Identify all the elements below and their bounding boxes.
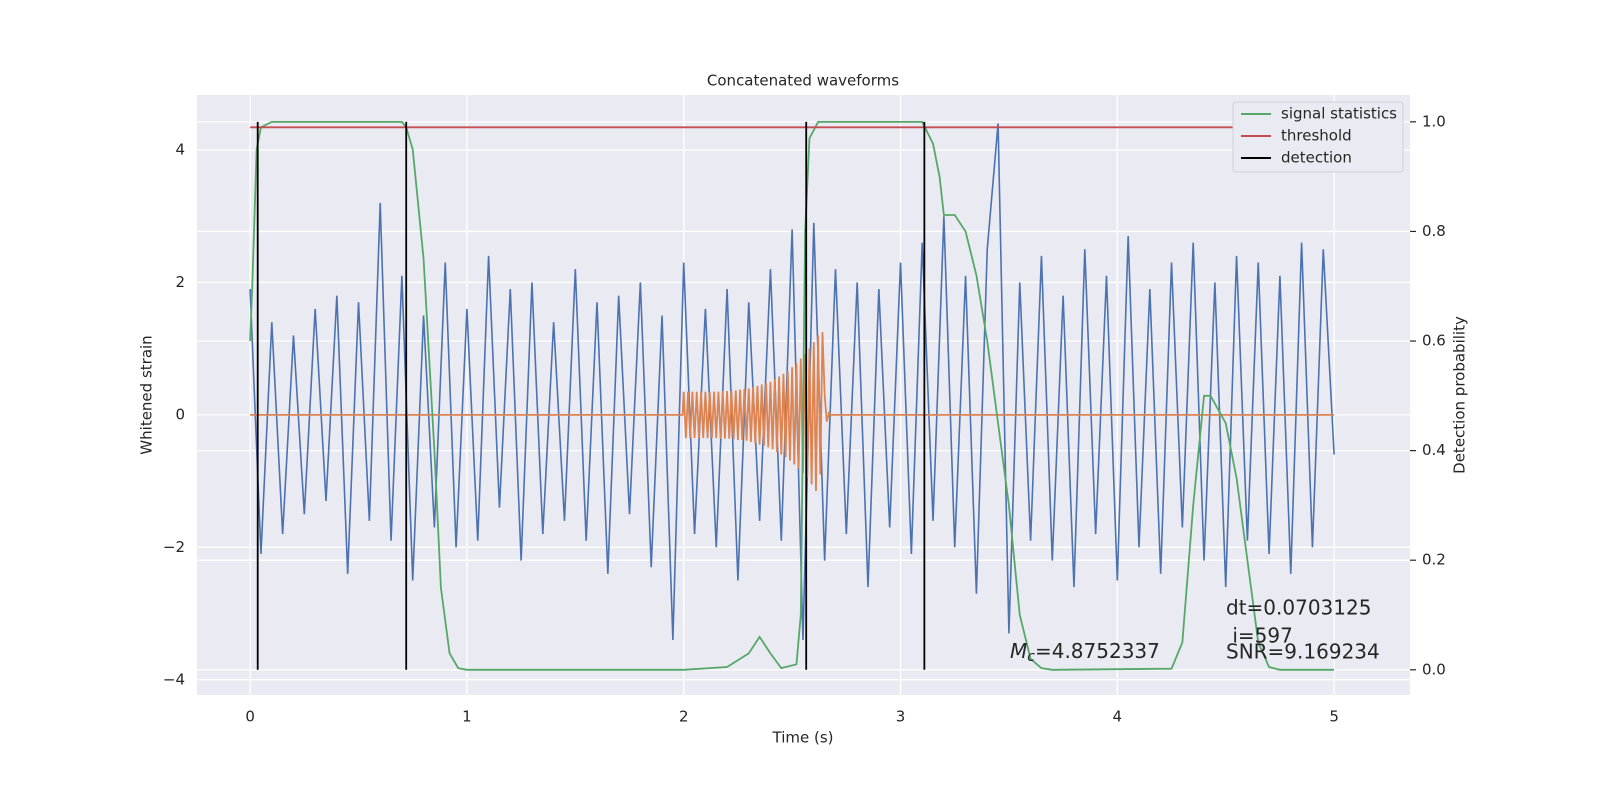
legend-box	[1232, 101, 1404, 173]
annotation-dt: dt=0.0703125	[1226, 596, 1371, 620]
y2-tick-label: 0.6	[1422, 332, 1446, 350]
legend-label: signal statistics	[1281, 105, 1397, 123]
mc-subscript: c	[1027, 649, 1035, 665]
y-tick-label: 0	[175, 405, 185, 423]
y2-tick-label: 1.0	[1422, 112, 1446, 130]
y2-tick-label: 0.4	[1422, 441, 1446, 459]
x-tick-label: 5	[1329, 708, 1339, 726]
x-tick-label: 2	[679, 708, 689, 726]
annotation-mc: Mc=4.8752337	[1010, 639, 1160, 666]
x-tick-label: 3	[896, 708, 906, 726]
series-line	[249, 120, 1335, 671]
y-tick-label: 4	[175, 140, 185, 158]
mc-symbol: M	[1010, 639, 1027, 663]
series-line	[249, 123, 1335, 641]
legend-label: threshold	[1281, 127, 1352, 145]
y2-tick-label: 0.8	[1422, 222, 1446, 240]
annotation-snr: SNR=9.169234	[1226, 640, 1380, 664]
x-axis-label: Time (s)	[772, 729, 834, 747]
x-tick-label: 4	[1113, 708, 1123, 726]
y2-tick-label: 0.0	[1422, 660, 1446, 678]
chart-title: Concatenated waveforms	[707, 72, 899, 90]
y-tick-label: −2	[163, 538, 185, 556]
y2-tick-label: 0.2	[1422, 551, 1446, 569]
x-tick-label: 0	[245, 708, 255, 726]
series-line	[250, 332, 1335, 492]
y-tick-label: −4	[163, 670, 185, 688]
legend-label: detection	[1281, 149, 1352, 167]
x-tick-label: 1	[462, 708, 472, 726]
y-tick-label: 2	[175, 273, 185, 291]
y2-axis-label: Detection probability	[1451, 316, 1469, 474]
y-axis-label: Whitened strain	[138, 335, 156, 454]
annotation-i: i=597	[1226, 624, 1293, 648]
mc-value: =4.8752337	[1035, 639, 1160, 663]
